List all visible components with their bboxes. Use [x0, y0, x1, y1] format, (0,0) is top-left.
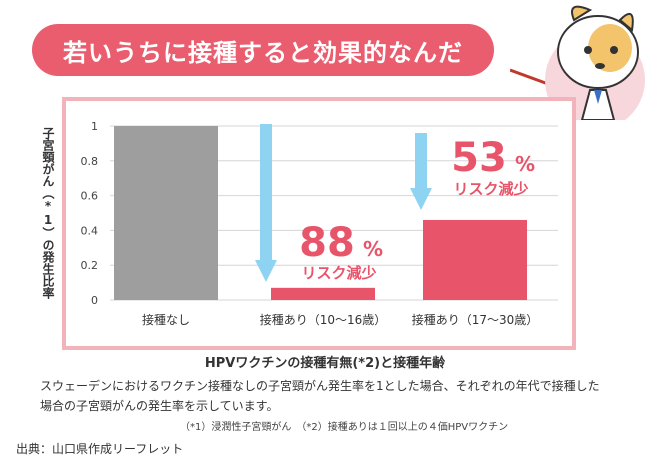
y-axis-label: 子宮頸がん（*1）の発生比率 [41, 127, 55, 299]
reduction-label: リスク減少 [453, 180, 528, 198]
y-tick-label: 0.4 [81, 224, 99, 237]
x-tick-label: 接種あり（10〜16歳） [260, 312, 387, 327]
x-tick-label: 接種あり（17〜30歳） [412, 312, 539, 327]
y-tick-label: 0.2 [81, 259, 99, 272]
reduction-label: リスク減少 [301, 264, 376, 282]
y-tick-label: 1 [91, 120, 98, 133]
y-tick-label: 0 [91, 294, 98, 307]
bar [423, 219, 527, 300]
chart-caption-title: HPVワクチンの接種有無(*2)と接種年齢 [204, 356, 446, 371]
reduction-percent-value: 53 [451, 135, 507, 181]
reduction-arrow [410, 133, 432, 210]
reduction-percent-unit: % [363, 237, 383, 261]
reduction-percent-unit: % [515, 152, 535, 176]
headline-text: 若いうちに接種すると効果的なんだ [63, 38, 463, 67]
x-tick-label: 接種なし [142, 312, 190, 327]
reduction-percent-value: 88 [299, 220, 355, 266]
y-tick-label: 0.6 [81, 190, 99, 203]
source-credit: 出典：山口県作成リーフレット [16, 442, 184, 456]
bar [114, 126, 218, 300]
chart-description: スウェーデンにおけるワクチン接種なしの子宮頸がん発生率を1とした場合、それぞれの… [40, 379, 600, 413]
footnote: （*1）浸潤性子宮頸がん （*2）接種ありは１回以上の４価HPVワクチン [180, 422, 509, 433]
reduction-arrow [255, 124, 277, 282]
headline-banner: 若いうちに接種すると効果的なんだ [32, 24, 494, 76]
y-tick-label: 0.8 [81, 155, 99, 168]
mascot-dog-illustration [510, 5, 645, 120]
bar [271, 287, 375, 300]
